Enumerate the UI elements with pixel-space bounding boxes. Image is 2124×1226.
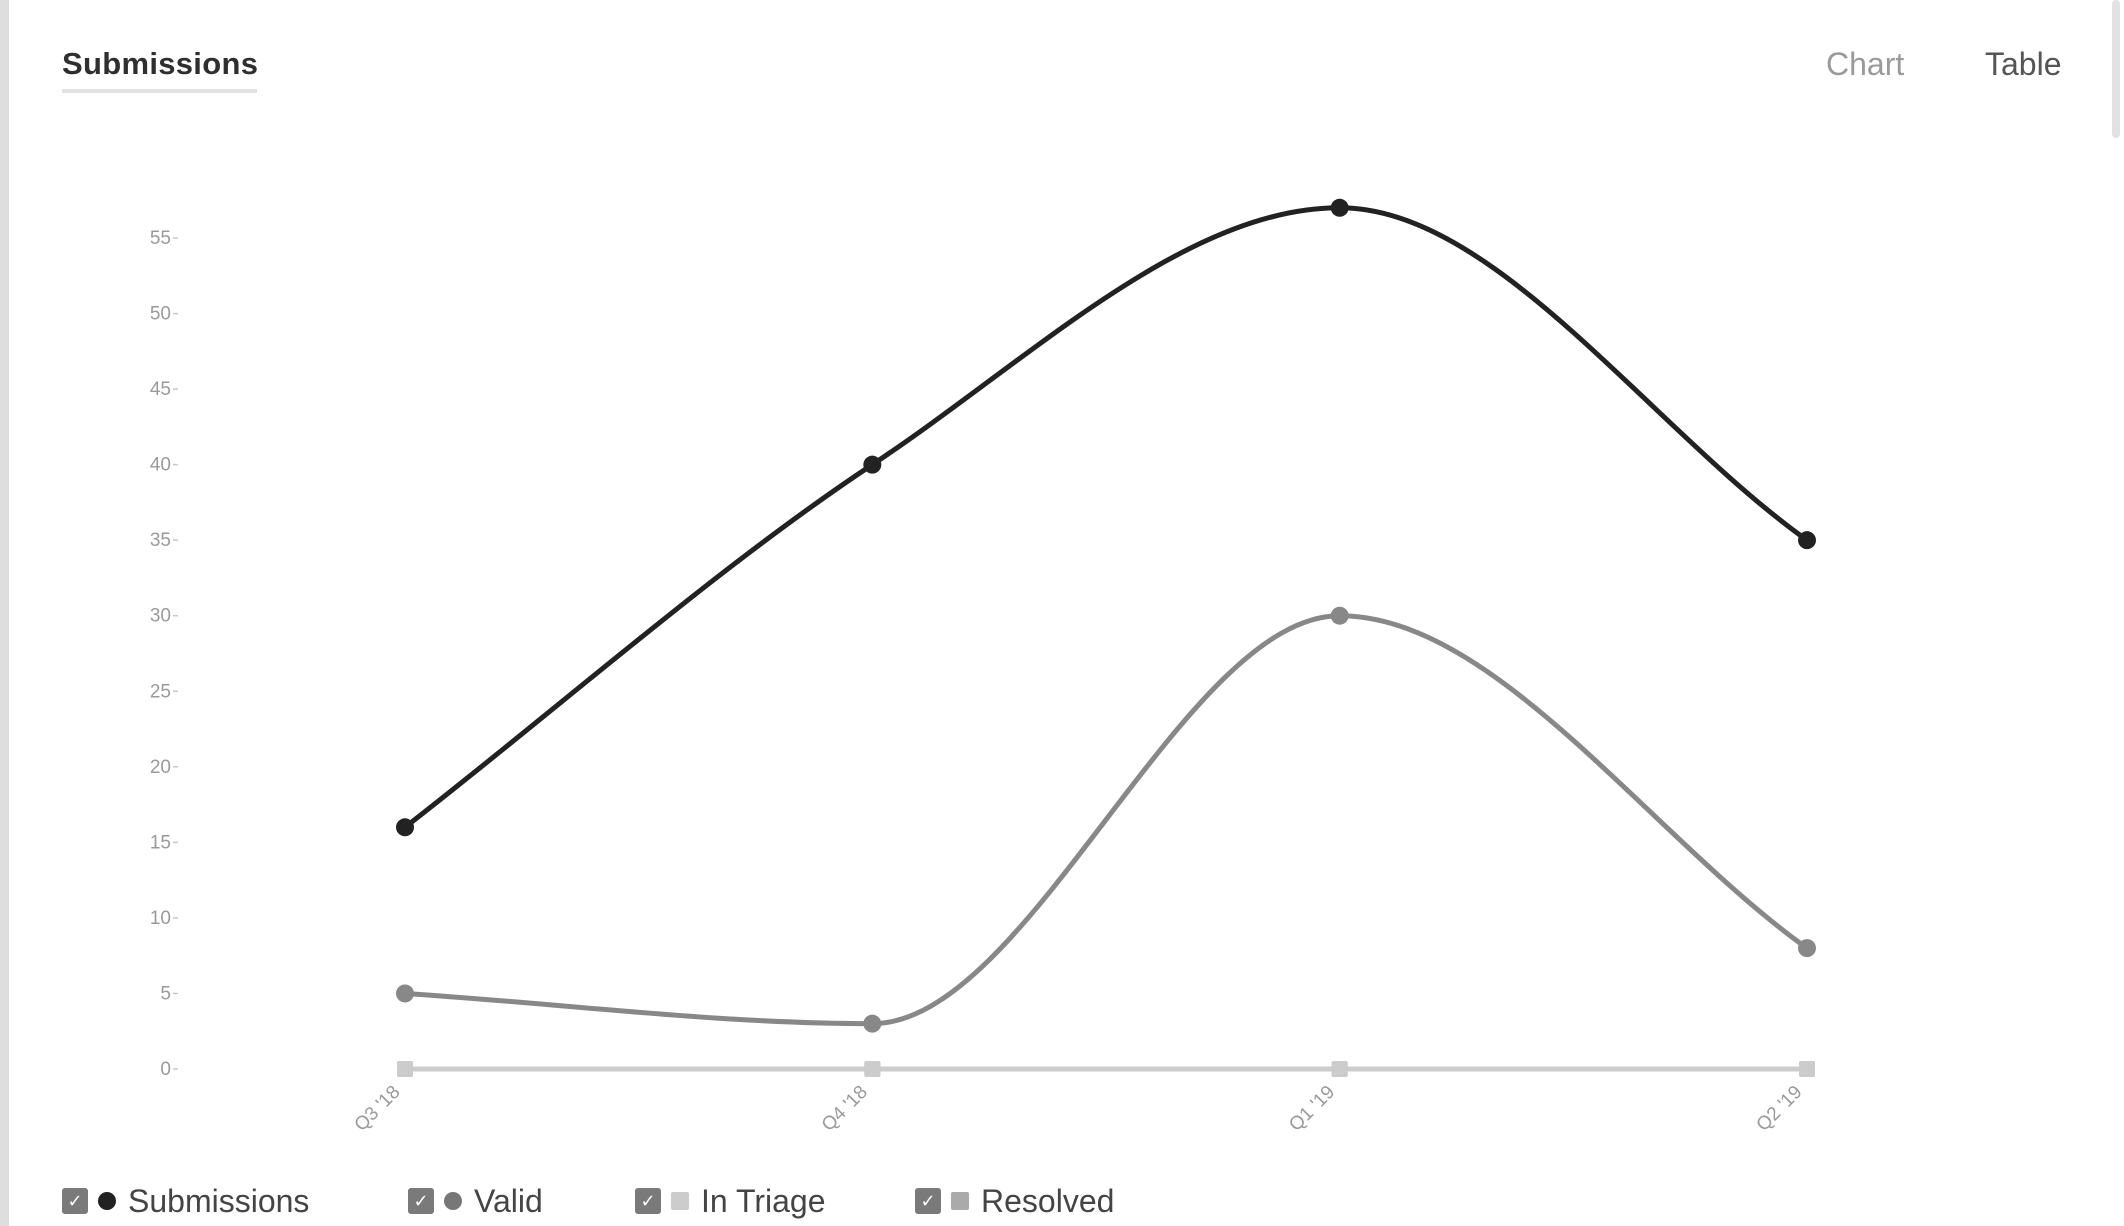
data-point-in-triage[interactable] <box>864 1061 881 1077</box>
data-point-submissions[interactable] <box>1798 531 1816 550</box>
data-point-in-triage[interactable] <box>1331 1061 1348 1077</box>
checkbox-icon[interactable]: ✓ <box>635 1188 661 1214</box>
circle-marker-icon <box>98 1192 116 1210</box>
data-point-valid[interactable] <box>396 984 414 1003</box>
y-tick-label: 20 <box>150 757 171 778</box>
y-tick-label: 45 <box>150 379 171 400</box>
y-tick-label: 10 <box>150 908 171 929</box>
x-axis: Q3 '18 Q4 '18 Q1 '19 Q2 '19 <box>351 1082 1807 1136</box>
x-tick-label: Q1 '19 <box>1285 1082 1339 1136</box>
chart-view-toggle[interactable]: Chart <box>1826 46 1905 82</box>
legend-label: In Triage <box>701 1182 826 1219</box>
table-view-toggle[interactable]: Table <box>1985 46 2062 82</box>
data-point-valid[interactable] <box>1798 939 1816 958</box>
legend-label: Submissions <box>128 1182 310 1219</box>
data-point-valid[interactable] <box>863 1014 882 1033</box>
legend-item-in-triage[interactable]: ✓ In Triage <box>635 1183 915 1220</box>
checkbox-icon[interactable]: ✓ <box>408 1188 434 1214</box>
series-line-valid <box>402 613 1810 1027</box>
chart-legend: ✓ Submissions ✓ Valid ✓ In Triage ✓ Reso… <box>62 1183 1114 1219</box>
legend-label: Resolved <box>981 1182 1115 1219</box>
checkbox-icon[interactable]: ✓ <box>915 1188 941 1214</box>
y-tick-label: 35 <box>150 530 171 551</box>
y-tick-label: 5 <box>160 983 171 1004</box>
y-tick-label: 25 <box>150 681 171 702</box>
data-point-valid[interactable] <box>1330 606 1349 625</box>
data-point-in-triage[interactable] <box>397 1061 413 1077</box>
y-tick-label: 50 <box>150 304 171 325</box>
y-tick-label: 15 <box>150 832 171 853</box>
page-title: Submissions <box>62 46 259 81</box>
panel-left-border <box>0 0 9 1226</box>
x-tick-label: Q4 '18 <box>818 1082 872 1136</box>
square-marker-icon <box>951 1192 969 1210</box>
circle-marker-icon <box>444 1192 462 1210</box>
x-tick-label: Q3 '18 <box>351 1082 405 1136</box>
data-point-submissions[interactable] <box>1330 198 1349 217</box>
series-lines <box>402 205 1810 1072</box>
checkbox-icon[interactable]: ✓ <box>62 1188 88 1214</box>
square-marker-icon <box>671 1192 689 1210</box>
series-points <box>396 198 1816 1077</box>
legend-label: Valid <box>474 1182 543 1219</box>
vertical-scrollbar[interactable] <box>2112 0 2120 138</box>
legend-item-submissions[interactable]: ✓ Submissions <box>62 1183 408 1220</box>
y-axis: 0 5 10 15 20 25 30 35 40 45 50 55 <box>150 228 178 1080</box>
data-point-submissions[interactable] <box>863 455 882 474</box>
legend-item-resolved[interactable]: ✓ Resolved <box>915 1183 1114 1220</box>
x-tick-label: Q2 '19 <box>1753 1082 1807 1136</box>
series-line-submissions <box>402 205 1810 830</box>
data-point-submissions[interactable] <box>396 818 414 837</box>
data-point-in-triage[interactable] <box>1799 1061 1815 1077</box>
y-tick-label: 40 <box>150 455 171 476</box>
title-underline <box>62 89 257 93</box>
legend-item-valid[interactable]: ✓ Valid <box>408 1183 635 1220</box>
y-tick-label: 0 <box>160 1059 171 1080</box>
y-tick-label: 55 <box>150 228 171 249</box>
y-tick-label: 30 <box>150 606 171 627</box>
